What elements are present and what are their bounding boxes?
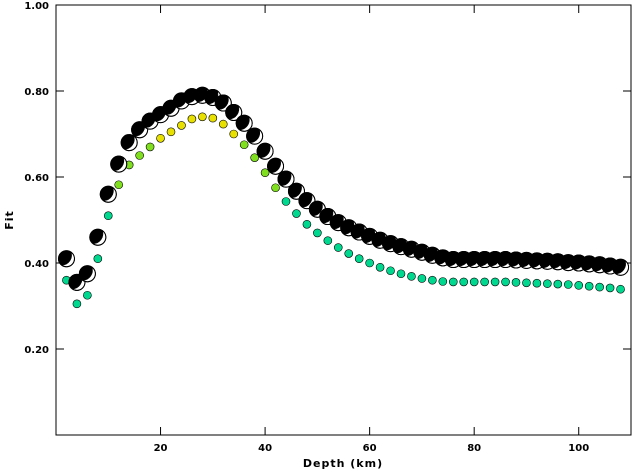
y-tick-label: 0.80 (24, 87, 49, 98)
fit-dot (584, 281, 594, 291)
fit-dot (407, 272, 416, 281)
fit-dot (250, 153, 259, 162)
fit-dot (616, 284, 625, 294)
fit-dot (239, 140, 249, 150)
fit-dot (532, 278, 542, 288)
beachball-marker (246, 127, 264, 145)
fit-dot (166, 127, 176, 137)
beachball-marker (89, 228, 107, 246)
fit-dot (574, 281, 584, 290)
fit-dot (218, 119, 228, 129)
fit-dot (344, 249, 354, 258)
fit-dot (177, 121, 186, 130)
fit-dot (83, 290, 92, 300)
beachball-marker (277, 170, 295, 188)
fit-dot (490, 277, 500, 287)
fit-dot (438, 277, 448, 286)
fit-dot (93, 254, 103, 264)
y-tick-label: 0.40 (24, 259, 49, 270)
fit-dot (229, 129, 239, 139)
x-tick-label: 40 (258, 443, 272, 454)
beachball-marker (235, 114, 253, 132)
x-tick-label: 80 (467, 443, 481, 454)
fit-dot (595, 282, 604, 292)
fit-dot (198, 112, 207, 122)
fit-dot (469, 277, 479, 287)
beachball-marker (120, 134, 138, 152)
fit-dot (386, 266, 395, 276)
fit-dot (375, 262, 385, 272)
fit-dot (396, 269, 406, 279)
x-tick-label: 60 (363, 443, 377, 454)
beachball-marker (267, 157, 285, 175)
fit-dot (187, 114, 197, 124)
fit-dot (208, 113, 218, 123)
fit-dot (281, 197, 291, 206)
y-axis-label: Fit (3, 210, 16, 230)
y-tick-label: 0.60 (24, 173, 49, 184)
fit-dot (72, 299, 82, 309)
beachball-marker (256, 142, 274, 160)
y-tick-label: 0.20 (24, 345, 49, 356)
fit-dot (292, 209, 301, 218)
beachball-series (57, 86, 630, 291)
beachball-marker (612, 258, 630, 276)
fit-dot (260, 168, 270, 177)
fit-dot (323, 236, 333, 245)
beachball-marker (57, 250, 75, 268)
fit-dot (302, 220, 312, 229)
fit-dot (522, 278, 531, 288)
beachball-marker (78, 265, 96, 283)
fit-dot (543, 279, 552, 288)
fit-dot (365, 258, 374, 268)
fit-dot (354, 254, 364, 264)
y-axis-ticks: 0.20 0.40 0.60 0.80 1.00 (24, 1, 631, 356)
fit-dot (480, 277, 489, 287)
x-axis-label: Depth (km) (303, 457, 383, 470)
fit-dot (563, 280, 573, 289)
fit-dot (333, 243, 343, 252)
beachball-marker (225, 104, 243, 121)
x-tick-label: 20 (154, 443, 168, 454)
x-axis-ticks: 20 40 60 80 100 (154, 5, 589, 454)
green-dot-series (62, 112, 625, 309)
fit-dot (271, 183, 280, 193)
fit-dot (511, 278, 521, 287)
fit-dot (605, 283, 615, 293)
fit-dot (417, 274, 427, 283)
beachball-marker (110, 155, 128, 173)
x-tick-label: 100 (568, 443, 589, 454)
fit-dot (103, 211, 113, 220)
fit-dot (428, 275, 437, 285)
beachball-marker (99, 185, 117, 203)
fit-dot (501, 277, 510, 287)
fit-dot (313, 228, 322, 238)
fit-dot (553, 279, 563, 289)
fit-dot (459, 277, 469, 287)
fit-dot (156, 134, 165, 143)
fit-dot (114, 180, 124, 190)
fit-dot (448, 277, 458, 287)
y-tick-label: 1.00 (24, 1, 49, 12)
fit-dot (145, 142, 155, 152)
fit-dot (135, 151, 144, 160)
